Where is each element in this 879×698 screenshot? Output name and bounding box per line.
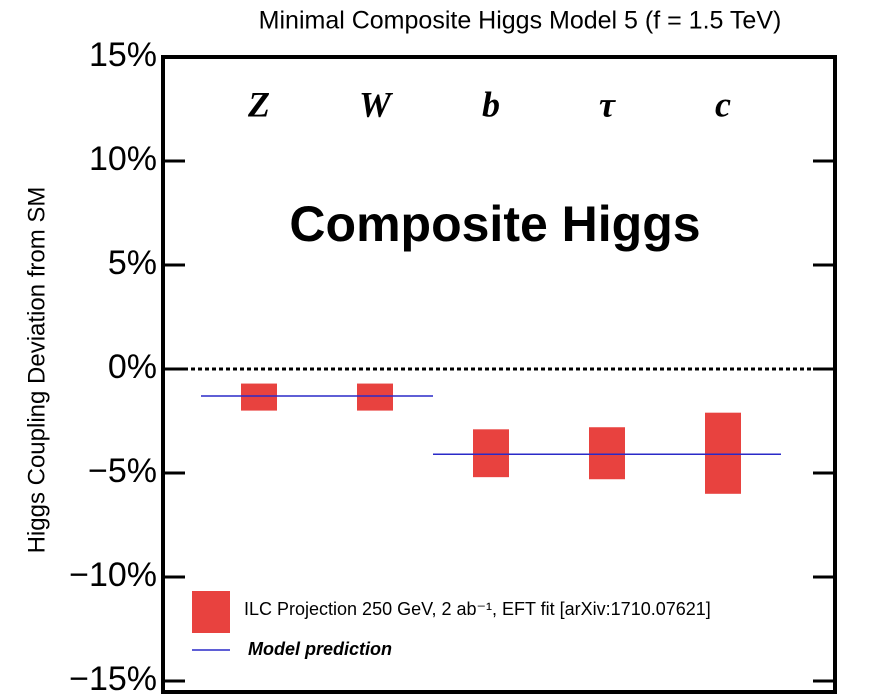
y-tick-label: 0% (108, 348, 157, 386)
plot-frame (161, 55, 837, 694)
error-bar (589, 427, 625, 480)
y-axis-label: Higgs Coupling Deviation from SM (23, 187, 50, 554)
y-tick-label: 10% (89, 140, 157, 178)
y-tick-label: 15% (89, 36, 157, 74)
y-tick-label: 5% (108, 244, 157, 282)
annotation: Composite Higgs (289, 196, 700, 252)
error-bar (241, 383, 277, 411)
category-label: Z (247, 84, 270, 124)
legend-swatch (192, 591, 230, 633)
chart-title: Minimal Composite Higgs Model 5 (f = 1.5… (259, 7, 782, 35)
error-bar (357, 383, 393, 411)
category-label: W (359, 84, 394, 124)
category-label: b (482, 84, 500, 124)
error-bar (705, 412, 741, 494)
error-bar (473, 429, 509, 478)
category-label: τ (599, 84, 616, 124)
legend-label: Model prediction (248, 639, 392, 659)
category-label: c (715, 84, 731, 124)
y-tick-label: −15% (69, 660, 157, 698)
y-tick-label: −5% (88, 452, 157, 490)
legend-label: ILC Projection 250 GeV, 2 ab⁻¹, EFT fit … (244, 599, 711, 619)
y-tick-label: −10% (69, 556, 157, 594)
